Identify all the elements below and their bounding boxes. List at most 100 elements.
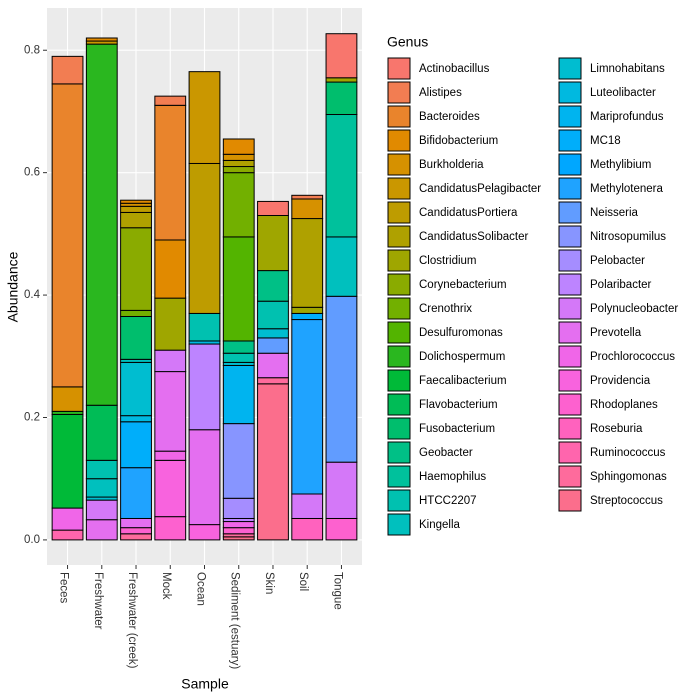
bar-segment [222, 352, 255, 363]
bar-segment [85, 37, 118, 42]
legend-label: Desulfuromonas [419, 327, 503, 339]
bar-segment [257, 328, 289, 339]
legend-key [387, 129, 411, 152]
legend-key [558, 225, 582, 248]
bar-segment [120, 415, 152, 423]
x-tick-label: Sediment (estuary) [229, 572, 241, 669]
legend-label: Pelobacter [590, 255, 645, 267]
legend-key [558, 417, 582, 440]
bar-segment [154, 95, 187, 106]
legend-key [558, 465, 582, 488]
bar-segment [222, 236, 255, 342]
bar-segment [222, 364, 255, 425]
bar-segment [257, 300, 289, 330]
bar-segment [222, 166, 255, 174]
bar-segment [85, 499, 118, 521]
legend-label: Polynucleobacter [590, 303, 678, 315]
bar-segment [325, 295, 358, 463]
bar-segment [120, 205, 152, 213]
bar-segment [120, 199, 152, 204]
bar-segment [222, 172, 255, 238]
bar-segment [120, 517, 152, 529]
bar-segment [154, 349, 187, 373]
legend-label: Roseburia [590, 423, 643, 435]
bar-segment [222, 527, 255, 535]
legend-key [387, 321, 411, 344]
legend-label: Prevotella [590, 327, 642, 339]
bar-segment [188, 312, 221, 342]
bar-segment [257, 383, 289, 541]
legend-key [558, 393, 582, 416]
bar-segment [257, 214, 289, 272]
x-tick-label: Ocean [194, 572, 206, 606]
legend-key [558, 129, 582, 152]
bar-segment [291, 198, 324, 220]
bar-segment [85, 43, 118, 406]
bar-segment [257, 200, 289, 216]
bar-segment [188, 343, 221, 431]
legend-label: Flavobacterium [419, 399, 498, 411]
legend-key [387, 369, 411, 392]
bar-segment [120, 421, 152, 469]
legend-label: Luteolibacter [590, 87, 656, 99]
legend-key [387, 345, 411, 368]
y-tick-label: 0.4 [24, 289, 41, 301]
bar-segment [85, 519, 118, 541]
bar-segment [154, 239, 187, 299]
bar-segment [120, 315, 152, 360]
x-tick-label: Feces [58, 572, 70, 604]
legend-label: Limnohabitans [590, 63, 665, 75]
legend-label: Actinobacillus [419, 63, 490, 75]
legend-label: Alistipes [419, 87, 462, 99]
legend-key [558, 345, 582, 368]
x-tick-label: Freshwater (creek) [126, 572, 138, 669]
legend-label: Bacteroides [419, 111, 480, 123]
legend-key [558, 201, 582, 224]
bar-segment [51, 507, 84, 531]
bar-segment [291, 194, 324, 200]
x-tick-label: Tongue [331, 572, 343, 610]
legend-key [387, 273, 411, 296]
legend-label: Geobacter [419, 447, 473, 459]
legend-key [558, 441, 582, 464]
legend-title: Genus [387, 34, 428, 50]
legend-label: Clostridium [419, 255, 477, 267]
bar-segment [51, 55, 84, 85]
legend-key [558, 105, 582, 128]
legend-key [558, 57, 582, 80]
bar-segment [222, 138, 255, 155]
legend-label: CandidatusPortiera [419, 207, 518, 219]
legend-key [558, 249, 582, 272]
bar-segment [154, 459, 187, 518]
y-axis-title: Abundance [5, 251, 21, 322]
legend-key [387, 513, 411, 536]
legend-label: Mariprofundus [590, 111, 664, 123]
bar-segment [325, 114, 358, 238]
legend-key [558, 297, 582, 320]
legend-label: Dolichospermum [419, 351, 505, 363]
x-tick-label: Freshwater [92, 572, 104, 630]
bar-segment [291, 306, 324, 314]
legend-label: Fusobacterium [419, 423, 495, 435]
bar-segment [85, 404, 118, 461]
legend-key [387, 441, 411, 464]
legend-label: Methylotenera [590, 183, 663, 195]
legend-label: Ruminococcus [590, 447, 666, 459]
bar-segment [120, 527, 152, 535]
legend-label: CandidatusPelagibacter [419, 183, 541, 195]
legend-label: Neisseria [590, 207, 639, 219]
bar-segment [222, 423, 255, 499]
legend-label: Burkholderia [419, 159, 484, 171]
legend-label: Providencia [590, 375, 651, 387]
bar-segment [154, 516, 187, 541]
bar-segment [291, 312, 324, 321]
x-axis-title: Sample [181, 676, 229, 692]
bar-segment [257, 270, 289, 302]
legend-key [387, 105, 411, 128]
legend-key [558, 81, 582, 104]
bar-segment [154, 104, 187, 241]
bar-segment [188, 524, 221, 541]
bar-segment [222, 153, 255, 161]
legend-label: CandidatusSolibacter [419, 231, 528, 243]
bar-segment [257, 352, 289, 379]
